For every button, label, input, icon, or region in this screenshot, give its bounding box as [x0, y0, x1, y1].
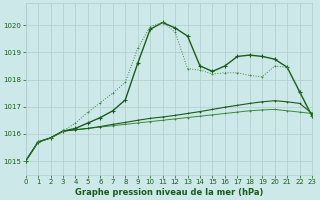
- X-axis label: Graphe pression niveau de la mer (hPa): Graphe pression niveau de la mer (hPa): [75, 188, 263, 197]
